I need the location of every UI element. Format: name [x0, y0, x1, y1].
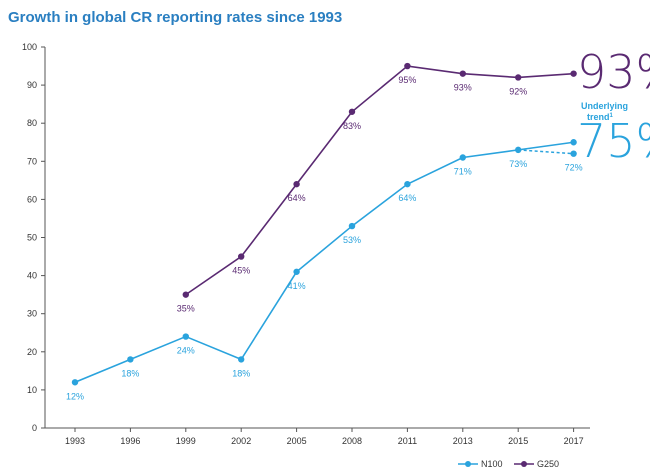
- data-point-g250: [293, 180, 300, 188]
- annotations: 93% Underlying trend1 75%: [577, 45, 650, 168]
- data-point-n100: [515, 146, 522, 154]
- data-points: [71, 62, 577, 386]
- data-label-n100: 12%: [66, 391, 84, 401]
- axes: 0 10 20 30 40 50 60 70 80 90 100 1993 1996 1999 2002 20…: [22, 42, 590, 446]
- underlying-trend-label-line1: Underlying: [581, 101, 628, 111]
- series-line-g250: [185, 65, 574, 296]
- legend-label-g250: G250: [537, 459, 559, 469]
- legend-marker-n100: [465, 461, 471, 467]
- data-label-n100: 18%: [232, 368, 250, 378]
- data-point-g250: [459, 70, 466, 77]
- y-tick-label: 0: [32, 423, 37, 433]
- y-tick-label: 70: [27, 156, 37, 166]
- x-tick-label: 1993: [65, 436, 85, 446]
- data-label-g250: 83%: [343, 121, 361, 131]
- underlying-trend-point: [570, 150, 577, 157]
- data-point-g250: [348, 108, 356, 115]
- underlying-trend-data-label: 72%: [565, 163, 583, 173]
- data-label-g250: 95%: [398, 75, 416, 85]
- chart-title: Growth in global CR reporting rates sinc…: [8, 9, 343, 26]
- data-point-n100: [127, 356, 134, 363]
- y-tick-label: 60: [27, 194, 37, 204]
- data-label-g250: 92%: [509, 86, 527, 96]
- data-labels: 12% 18% 24% 18% 41% 53% 64% 71% 73% 35% 45% 64% 83% 9…: [66, 75, 583, 401]
- x-tick-label: 1999: [176, 436, 196, 446]
- data-point-n100: [570, 139, 577, 146]
- n100-final-value: 75%: [577, 114, 650, 168]
- y-tick-label: 40: [27, 271, 37, 281]
- y-tick-label: 80: [27, 118, 37, 128]
- legend: N100 G250: [458, 459, 559, 469]
- x-tick-label: 2017: [564, 436, 584, 446]
- data-label-g250: 93%: [454, 83, 472, 93]
- data-point-g250: [238, 253, 245, 260]
- data-point-n100: [71, 379, 79, 386]
- y-tick-label: 10: [27, 385, 37, 395]
- data-point-n100: [404, 180, 411, 188]
- data-point-g250: [404, 62, 411, 70]
- x-tick-label: 2015: [508, 436, 528, 446]
- data-point-g250: [515, 74, 522, 81]
- x-tick-label: 1996: [120, 436, 140, 446]
- x-tick-label: 2005: [287, 436, 307, 446]
- data-label-n100: 18%: [121, 368, 139, 378]
- series-lines: [74, 65, 574, 384]
- data-point-g250: [570, 70, 577, 77]
- data-point-g250: [182, 291, 189, 298]
- data-label-n100: 71%: [454, 166, 472, 176]
- data-label-n100: 24%: [177, 346, 195, 356]
- data-label-n100: 73%: [509, 159, 527, 169]
- data-point-n100: [293, 268, 300, 275]
- data-label-g250: 64%: [288, 193, 306, 203]
- g250-final-value: 93%: [577, 45, 650, 99]
- y-tick-label: 30: [27, 309, 37, 319]
- legend-marker-g250: [521, 461, 527, 467]
- y-tick-label: 20: [27, 347, 37, 357]
- data-point-n100: [182, 333, 189, 340]
- underlying-trend-line: [518, 149, 574, 155]
- data-point-n100: [348, 222, 356, 230]
- data-label-n100: 41%: [288, 281, 306, 291]
- data-label-g250: 35%: [177, 304, 195, 314]
- series-line-n100: [74, 141, 574, 384]
- x-tick-label: 2002: [231, 436, 251, 446]
- x-tick-label: 2011: [398, 436, 417, 446]
- y-tick-label: 50: [27, 233, 37, 243]
- data-label-n100: 53%: [343, 235, 361, 245]
- y-tick-label: 90: [27, 80, 37, 90]
- legend-label-n100: N100: [481, 459, 503, 469]
- y-tick-label: 100: [22, 42, 37, 52]
- data-point-n100: [459, 154, 466, 161]
- data-point-n100: [238, 356, 245, 363]
- data-label-n100: 64%: [398, 193, 416, 203]
- data-label-g250: 45%: [232, 266, 250, 276]
- footnote-marker: 1: [610, 113, 614, 119]
- underlying-trend-label-line2: trend1: [587, 112, 614, 122]
- x-tick-label: 2008: [342, 436, 362, 446]
- x-tick-label: 2013: [453, 436, 473, 446]
